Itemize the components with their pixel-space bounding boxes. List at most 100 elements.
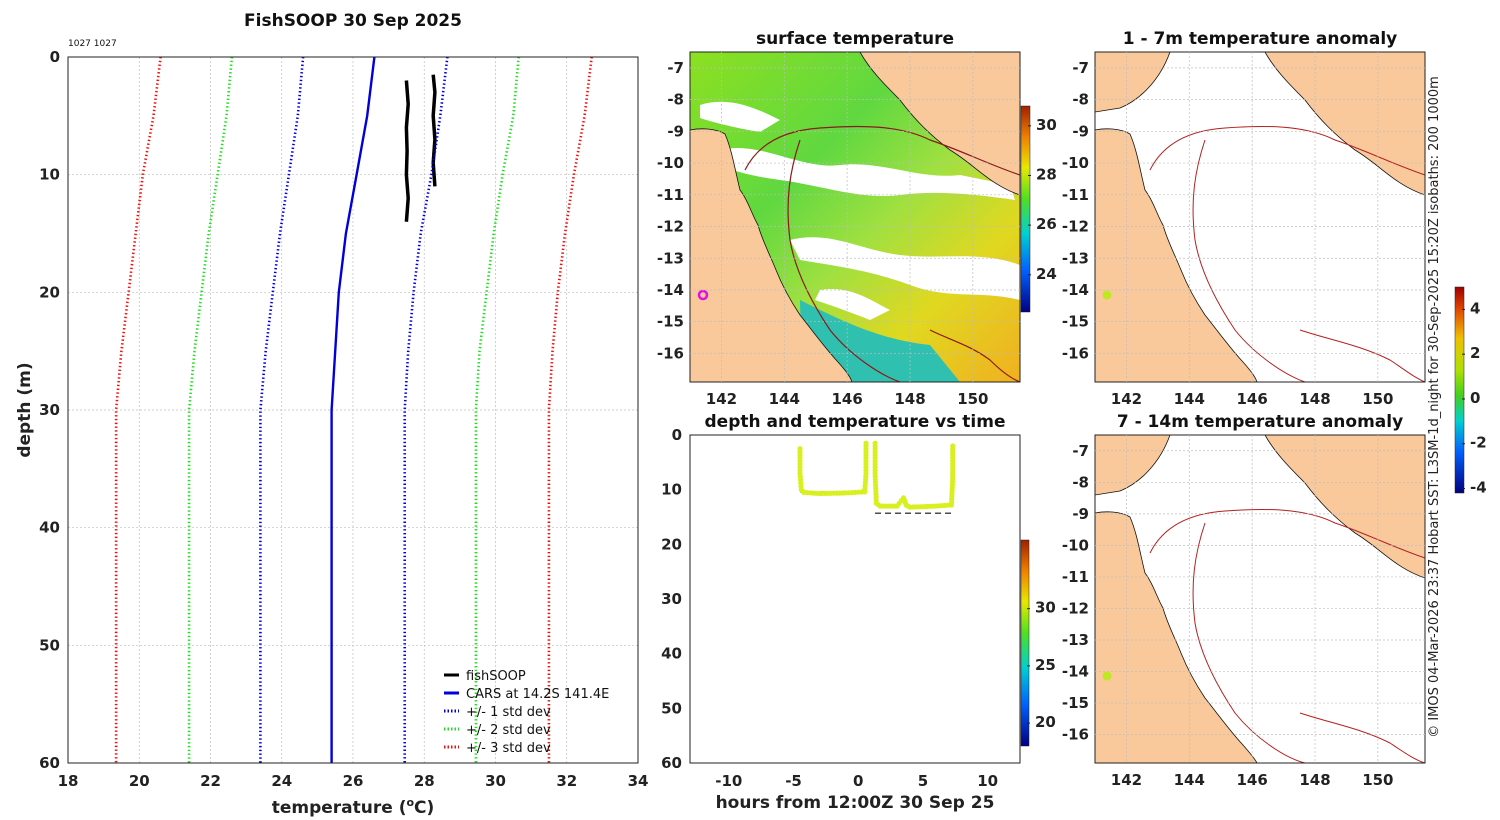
depth-time-x-tick: 0 — [853, 772, 863, 790]
legend-label-std2: +/- 2 std dev — [466, 723, 551, 738]
map-x-tick: 144 — [769, 390, 800, 408]
depth-time-colorbar — [1020, 539, 1030, 747]
profile-x-tick: 34 — [628, 772, 649, 790]
map-x-tick: 144 — [1174, 771, 1205, 789]
map-y-tick: -7 — [1072, 59, 1089, 77]
map-y-tick: -10 — [1062, 154, 1089, 172]
profile-x-tick: 20 — [129, 772, 150, 790]
map-y-tick: -12 — [1062, 218, 1089, 236]
map-y-tick: -7 — [1072, 442, 1089, 460]
depth-time-chart: depth and temperature vs time -10 -5 0 5 10 0… — [661, 412, 1056, 813]
sst-isobath — [787, 139, 901, 382]
profile-y-tick: 20 — [39, 283, 60, 301]
anomaly-1-7m-location-marker — [1102, 290, 1112, 300]
depth-time-point — [950, 443, 956, 449]
map-y-tick: -16 — [657, 344, 684, 362]
sst-cloud-patch — [815, 289, 890, 320]
anomaly-1-7m-land-cape — [1095, 52, 1171, 113]
sst-cloud-patch — [700, 101, 780, 132]
sst-ticks: 142 144 146 148 150 -7 -8 -9 -10 -11 -12 -13 -14 -15 -… — [657, 52, 1020, 408]
map-x-tick: 142 — [706, 390, 737, 408]
colorbar-tick-label: 0 — [1470, 389, 1480, 407]
profile-x-label-main: temperature ( — [272, 798, 407, 818]
profile-grid — [67, 56, 639, 764]
profile-x-tick: 32 — [556, 772, 577, 790]
depth-time-y-tick: 10 — [661, 481, 682, 499]
depth-time-colorbar-ticks: 20 25 30 — [1027, 599, 1056, 731]
map-x-tick: 146 — [831, 390, 862, 408]
map-y-tick: -16 — [1062, 344, 1089, 362]
anomaly-7-14m-land-cape — [1095, 435, 1171, 496]
sst-frame — [689, 51, 1021, 383]
map-y-tick: -8 — [1072, 473, 1089, 491]
map-y-tick: -9 — [1072, 505, 1089, 523]
map-y-tick: -13 — [1062, 249, 1089, 267]
profile-x-ticks: 18 20 22 24 26 28 30 32 34 — [58, 772, 649, 790]
map-x-tick: 150 — [1362, 771, 1393, 789]
map-y-tick: -12 — [657, 218, 684, 236]
sst-map: surface temperature 142 144 146 148 150 -7 -8 -… — [657, 29, 1057, 408]
profile-title: FishSOOP 30 Sep 2025 — [244, 11, 462, 31]
profile-series-line — [404, 80, 410, 222]
map-x-tick: 148 — [1299, 771, 1330, 789]
profile-y-tick: 60 — [39, 754, 60, 772]
profile-frame — [67, 56, 639, 764]
map-y-tick: -11 — [1062, 186, 1089, 204]
sst-cloud-patch — [790, 237, 1020, 300]
map-x-tick: 144 — [1174, 390, 1205, 408]
map-y-tick: -13 — [1062, 631, 1089, 649]
map-y-tick: -14 — [1062, 663, 1089, 681]
map-y-tick: -8 — [1072, 91, 1089, 109]
profile-y-tick: 10 — [39, 166, 60, 184]
depth-time-ticks: -10 -5 0 5 10 0 10 20 30 40 50 60 — [661, 426, 998, 790]
map-x-tick: 146 — [1236, 771, 1267, 789]
sst-location-marker — [697, 289, 709, 301]
profile-series-line — [259, 56, 305, 763]
depth-time-x-tick: 10 — [977, 772, 998, 790]
colorbar-tick-label: 20 — [1035, 713, 1056, 731]
anomaly-1-7m-frame — [1094, 51, 1426, 383]
profile-series-line — [330, 56, 376, 763]
profile-series-group — [114, 56, 593, 763]
map-y-tick: -13 — [657, 249, 684, 267]
depth-time-x-label: hours from 12:00Z 30 Sep 25 — [716, 793, 995, 813]
profile-y-tick: 50 — [39, 636, 60, 654]
map-y-tick: -15 — [1062, 694, 1089, 712]
profile-legend: fishSOOP CARS at 14.2S 141.4E +/- 1 std … — [444, 669, 609, 756]
colorbar-tick-label: 25 — [1035, 656, 1056, 674]
anomaly-1-7m-land-australia — [1095, 128, 1258, 382]
colorbar-tick-label: 24 — [1036, 265, 1057, 283]
colorbar-tick-label: -4 — [1470, 479, 1487, 497]
legend-label-cars: CARS at 14.2S 141.4E — [466, 687, 609, 702]
profile-y-tick: 40 — [39, 519, 60, 537]
profile-series-line — [114, 56, 162, 763]
map-y-tick: -9 — [667, 122, 684, 140]
sst-title: surface temperature — [756, 29, 954, 49]
map-y-tick: -10 — [657, 154, 684, 172]
depth-time-y-tick: 30 — [661, 590, 682, 608]
colorbar-tick-label: 30 — [1035, 599, 1056, 617]
colorbar-tick-label: -2 — [1470, 434, 1487, 452]
legend-label-fishsoop: fishSOOP — [466, 669, 526, 684]
profile-x-tick: 28 — [414, 772, 435, 790]
profile-y-label: depth (m) — [15, 362, 35, 457]
map-y-tick: -11 — [657, 186, 684, 204]
depth-time-frame — [689, 434, 1021, 764]
anomaly-7-14m-ticks: 142 144 146 148 150 -7 -8 -9 -10 -11 -12 -13 -14 -15 -… — [1062, 435, 1425, 789]
profile-y-tick: 30 — [39, 401, 60, 419]
map-y-tick: -14 — [1062, 281, 1089, 299]
anomaly-7-14m-isobath — [1299, 712, 1425, 763]
depth-time-title: depth and temperature vs time — [705, 412, 1006, 432]
depth-time-y-tick: 50 — [661, 699, 682, 717]
profile-x-tick: 24 — [271, 772, 292, 790]
anomaly-1-7m-title: 1 - 7m temperature anomaly — [1123, 29, 1398, 49]
profile-chart: FishSOOP 30 Sep 2025 1027 1027 18 20 22 24 2… — [15, 11, 648, 818]
map-y-tick: -8 — [667, 91, 684, 109]
colorbar-tick-label: 2 — [1470, 344, 1480, 362]
map-x-tick: 142 — [1111, 771, 1142, 789]
anomaly-7-14m-title: 7 - 14m temperature anomaly — [1117, 412, 1403, 432]
depth-time-y-tick: 20 — [661, 535, 682, 553]
legend-label-std3: +/- 3 std dev — [466, 741, 551, 756]
colorbar-tick-label: 26 — [1036, 215, 1057, 233]
anomaly-7-14m-isobath — [1149, 508, 1425, 559]
